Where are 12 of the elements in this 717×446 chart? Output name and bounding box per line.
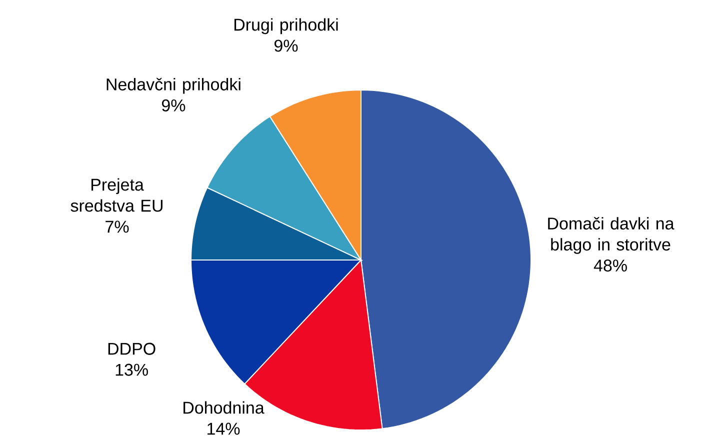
slice-label: Nedavčni prihodki bbox=[106, 78, 240, 94]
slice-label: Domači davki na blago in storitve bbox=[548, 217, 674, 254]
slice-label: Dohodnina bbox=[184, 401, 264, 414]
data-label: 48% bbox=[594, 260, 627, 272]
data-label: 9% bbox=[274, 40, 298, 52]
data-label: 13% bbox=[116, 364, 148, 376]
slice-label: Prejeta sredstva EU bbox=[70, 178, 162, 212]
data-label: 14% bbox=[208, 422, 240, 435]
data-label: 9% bbox=[162, 99, 186, 112]
slice-label: Drugi prihodki bbox=[234, 18, 338, 34]
data-label: 7% bbox=[106, 220, 129, 233]
slice-label: DDPO bbox=[108, 342, 156, 355]
